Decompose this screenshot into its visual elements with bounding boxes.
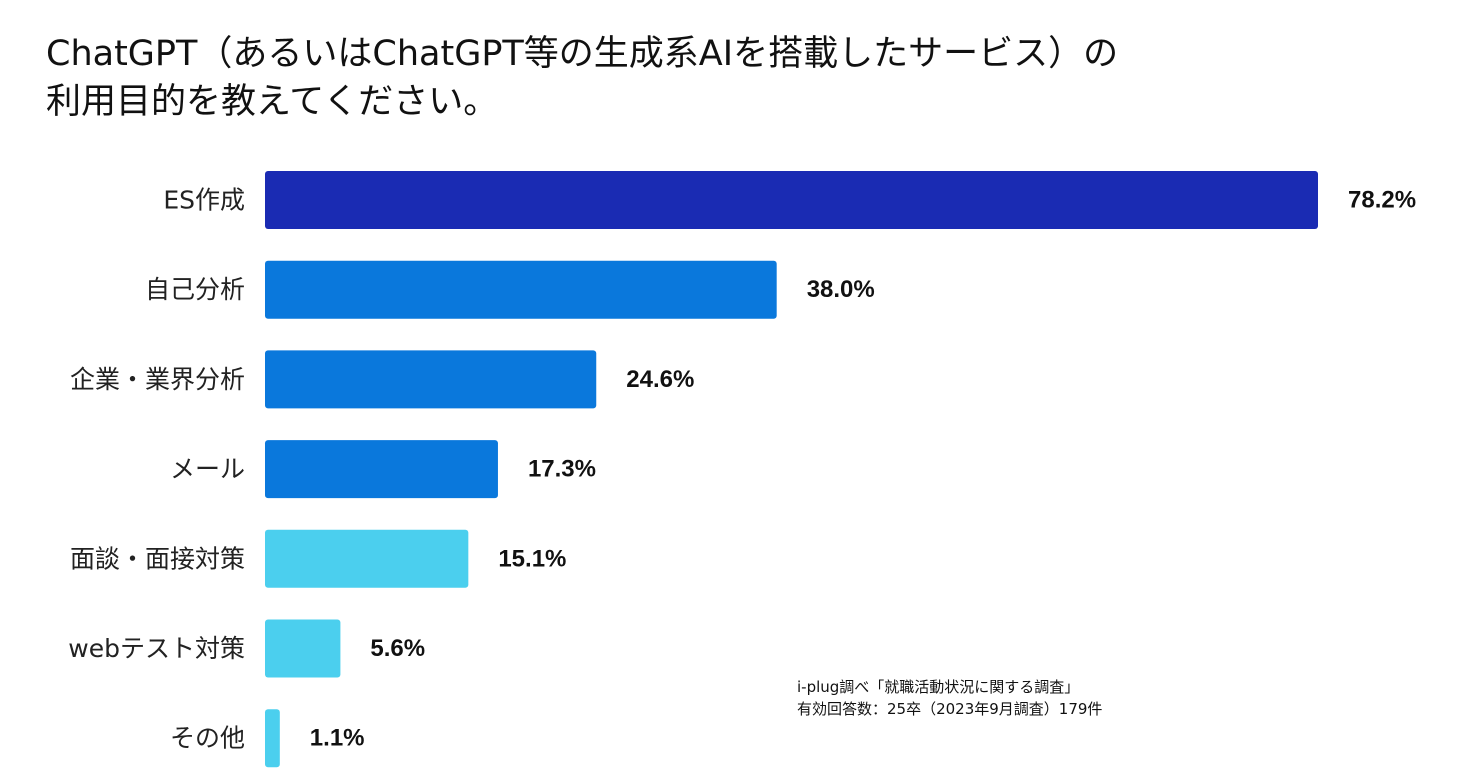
value-label-0: 78.2% — [1348, 187, 1416, 214]
bar-5 — [265, 619, 341, 678]
value-label-4: 15.1% — [498, 545, 566, 572]
category-label-3: メール — [170, 455, 245, 484]
source-line-2: 有効回答数：25卒（2023年9月調査）179件 — [797, 700, 1103, 718]
category-label-6: その他 — [170, 724, 245, 753]
category-label-5: webテスト対策 — [68, 634, 245, 663]
category-label-2: 企業・業界分析 — [70, 365, 245, 394]
category-label-1: 自己分析 — [145, 275, 245, 304]
value-label-6: 1.1% — [310, 725, 365, 752]
value-label-2: 24.6% — [626, 366, 694, 393]
chart-title-line-2: 利用目的を教えてください。 — [46, 82, 499, 122]
bar-6 — [265, 709, 280, 768]
chart-title: ChatGPT（あるいはChatGPT等の生成系AIを搭載したサービス）の 利用… — [46, 30, 1118, 126]
value-label-3: 17.3% — [528, 456, 596, 483]
value-label-1: 38.0% — [807, 276, 875, 303]
chart-title-line-1: ChatGPT（あるいはChatGPT等の生成系AIを搭載したサービス）の — [46, 34, 1119, 74]
bar-4 — [265, 529, 469, 588]
source-note: i-plug調べ「就職活動状況に関する調査」 有効回答数：25卒（2023年9月… — [797, 676, 1102, 720]
source-line-1: i-plug調べ「就職活動状況に関する調査」 — [797, 678, 1080, 696]
bar-3 — [265, 440, 498, 499]
value-label-5: 5.6% — [370, 635, 425, 662]
bar-2 — [265, 350, 597, 409]
category-label-4: 面談・面接対策 — [70, 544, 245, 573]
category-label-0: ES作成 — [163, 186, 245, 215]
bar-0 — [265, 171, 1318, 229]
bar-1 — [265, 260, 777, 319]
